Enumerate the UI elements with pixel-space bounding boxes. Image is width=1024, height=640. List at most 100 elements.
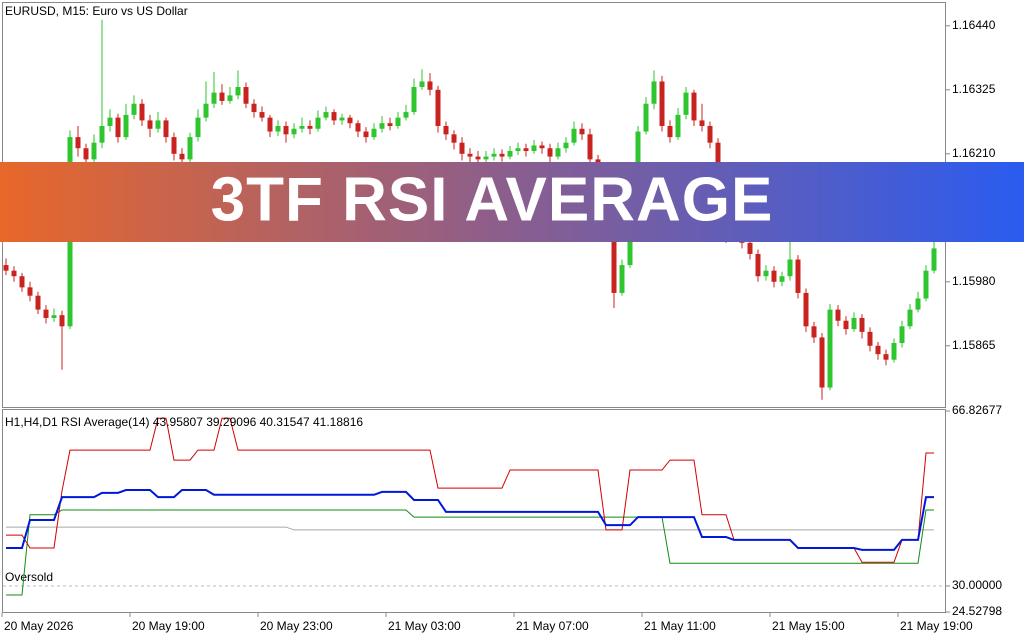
candle-body: [435, 89, 441, 126]
candle-body: [371, 128, 377, 138]
candle-body: [251, 103, 257, 113]
candle-body: [27, 287, 33, 296]
candle-body: [899, 326, 905, 344]
candle-body: [339, 117, 345, 121]
candle-body: [59, 315, 65, 327]
candle-body: [227, 95, 233, 101]
y-tick-label: 1.16210: [952, 146, 996, 160]
candle-body: [179, 153, 185, 160]
candle-body: [683, 92, 689, 115]
y-tick-label: 1.15865: [952, 338, 996, 352]
candle-body: [99, 125, 105, 143]
candle-body: [171, 137, 177, 154]
x-tick-label: 20 May 2026: [4, 619, 74, 633]
candle-body: [699, 120, 705, 126]
x-tick-label: 21 May 07:00: [516, 619, 589, 633]
candle-body: [907, 309, 913, 327]
candle-body: [139, 103, 145, 121]
overlay: 3TF RSI AVERAGE: [0, 162, 1024, 242]
candle-body: [363, 131, 369, 138]
candle-body: [219, 92, 225, 101]
candle-body: [515, 148, 521, 152]
candle-body: [3, 265, 9, 271]
candle-body: [547, 148, 553, 157]
candle-body: [579, 128, 585, 135]
candle-body: [331, 112, 337, 121]
candle-body: [819, 337, 825, 388]
candle-body: [875, 345, 881, 355]
candle-body: [379, 123, 385, 129]
candle-body: [323, 112, 329, 118]
candle-body: [83, 148, 89, 160]
candle-body: [843, 320, 849, 330]
candle-body: [851, 317, 857, 330]
candle-body: [763, 270, 769, 277]
candle-body: [651, 81, 657, 104]
candle-body: [75, 137, 81, 149]
candle-body: [163, 120, 169, 138]
candle-body: [291, 128, 297, 135]
candle-body: [507, 151, 513, 157]
candle-body: [19, 276, 25, 288]
candle-body: [235, 87, 241, 96]
candle-body: [867, 331, 873, 346]
candle-body: [931, 248, 937, 271]
candle-body: [587, 134, 593, 160]
y-tick-label: 30.00000: [952, 578, 1002, 592]
candle-body: [787, 259, 793, 277]
x-tick-label: 20 May 23:00: [260, 619, 333, 633]
candle-body: [51, 315, 57, 318]
candle-body: [403, 112, 409, 118]
candle-body: [107, 117, 113, 126]
candle-body: [883, 354, 889, 360]
y-tick-label: 66.82677: [952, 403, 1002, 417]
chart-title: EURUSD, M15: Euro vs US Dollar: [5, 4, 188, 18]
candle-body: [707, 125, 713, 143]
candle-body: [523, 148, 529, 152]
indicator-line: [6, 526, 934, 531]
candle-body: [667, 125, 673, 138]
candle-body: [827, 309, 833, 388]
candle-body: [491, 153, 497, 157]
candle-body: [643, 103, 649, 132]
candle-body: [571, 128, 577, 143]
candle-body: [195, 117, 201, 138]
candle-body: [347, 117, 353, 124]
candle-body: [411, 87, 417, 113]
candle-body: [147, 120, 153, 129]
candle-body: [923, 270, 929, 299]
x-tick-label: 21 May 15:00: [772, 619, 845, 633]
candle-body: [395, 117, 401, 126]
candle-body: [123, 114, 129, 138]
x-tick-label: 21 May 03:00: [388, 619, 461, 633]
y-tick-label: 1.16440: [952, 18, 996, 32]
candle-body: [555, 148, 561, 157]
candle-body: [131, 103, 137, 115]
candle-body: [891, 343, 897, 360]
candle-body: [659, 81, 665, 126]
banner-title: 3TF RSI AVERAGE: [211, 165, 774, 234]
candle-body: [427, 81, 433, 90]
x-tick-label: 21 May 19:00: [900, 619, 973, 633]
candle-body: [499, 153, 505, 157]
candle-body: [835, 309, 841, 321]
candle-body: [259, 112, 265, 118]
candle-body: [691, 92, 697, 121]
level-label: Oversold: [5, 570, 53, 584]
candle-body: [283, 125, 289, 135]
x-tick-label: 21 May 11:00: [644, 619, 716, 633]
candle-body: [443, 125, 449, 135]
candle-body: [307, 125, 313, 129]
candle-body: [459, 142, 465, 154]
y-tick-label: 24.52798: [952, 604, 1002, 618]
candle-body: [187, 137, 193, 160]
candle-body: [91, 142, 97, 160]
candle-body: [387, 123, 393, 126]
candle-body: [747, 242, 753, 254]
candle-body: [795, 259, 801, 293]
candle-body: [299, 125, 305, 129]
candle-body: [771, 270, 777, 282]
candle-body: [275, 125, 281, 132]
